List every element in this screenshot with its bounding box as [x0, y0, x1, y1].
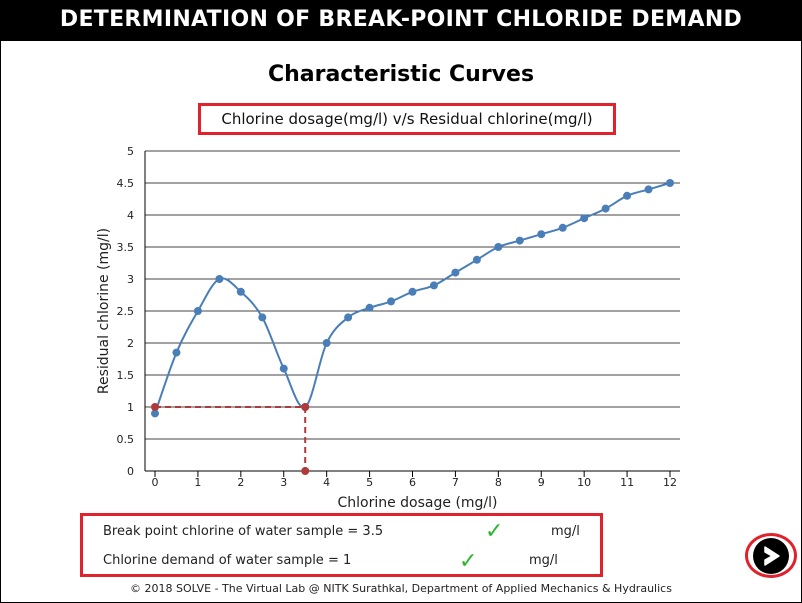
chart-title-box: Chlorine dosage(mg/l) v/s Residual chlor… [198, 103, 616, 135]
data-point [236, 287, 245, 296]
x-tick-label: 1 [194, 476, 201, 489]
page-title: Characteristic Curves [267, 62, 535, 87]
y-tick-label: 5 [127, 145, 134, 158]
results-box: Break point chlorine of water sample = 3… [80, 513, 603, 577]
chart-title: Chlorine dosage(mg/l) v/s Residual chlor… [221, 110, 593, 128]
break-point-result: Break point chlorine of water sample = 3… [103, 524, 384, 539]
breakpoint-y-marker [151, 403, 159, 411]
y-tick-label: 0 [127, 465, 134, 478]
x-tick-label: 11 [620, 476, 634, 489]
data-point [322, 339, 331, 347]
x-tick-label: 0 [152, 476, 159, 489]
x-tick-label: 9 [538, 476, 545, 489]
y-tick-label: 4 [127, 209, 134, 222]
y-tick-label: 3 [127, 273, 134, 286]
breakpoint-x-marker [301, 467, 310, 475]
data-point [429, 281, 438, 290]
x-tick-label: 2 [237, 476, 244, 489]
break-point-check-icon: ✓ [485, 519, 504, 544]
data-point [387, 297, 396, 306]
data-point [365, 303, 374, 312]
data-point [279, 364, 288, 373]
y-tick-label: 0.5 [117, 433, 135, 446]
data-point [193, 307, 202, 315]
y-axis-label: Residual chlorine (mg/l) [96, 228, 112, 394]
data-point [151, 409, 159, 418]
data-point [623, 191, 632, 200]
data-point [666, 179, 674, 187]
data-point [408, 287, 417, 296]
x-tick-label: 7 [452, 476, 459, 489]
data-point [258, 313, 267, 322]
chlorine-demand-check-icon: ✓ [459, 549, 478, 574]
data-point [644, 185, 653, 194]
breakpoint-marker [301, 403, 310, 411]
x-tick-label: 4 [323, 476, 330, 489]
footer-credit: © 2018 SOLVE - The Virtual Lab @ NITK Su… [130, 582, 672, 595]
y-tick-label: 3.5 [117, 241, 135, 254]
chlorine-demand-result: Chlorine demand of water sample = 1 [103, 553, 352, 568]
data-point [494, 243, 503, 251]
data-point [537, 230, 546, 239]
break-point-unit: mg/l [551, 524, 580, 539]
x-tick-label: 6 [409, 476, 416, 489]
y-tick-label: 4.5 [117, 177, 135, 190]
data-point [580, 214, 589, 223]
data-point [451, 268, 460, 277]
y-tick-label: 1 [127, 401, 134, 414]
x-tick-label: 10 [577, 476, 591, 489]
x-tick-label: 5 [366, 476, 373, 489]
data-point [601, 204, 610, 213]
data-point [215, 275, 224, 283]
y-tick-label: 2.5 [117, 305, 135, 318]
x-tick-label: 12 [663, 476, 677, 489]
x-tick-label: 8 [495, 476, 502, 489]
data-point [558, 223, 567, 232]
y-tick-label: 1.5 [117, 369, 135, 382]
chlorine-demand-unit: mg/l [529, 553, 558, 568]
y-tick-label: 2 [127, 337, 134, 350]
data-point [344, 313, 353, 322]
series-line [154, 182, 671, 414]
data-point [472, 255, 481, 264]
banner-title: DETERMINATION OF BREAK-POINT CHLORIDE DE… [0, 0, 802, 41]
next-arrow-icon [753, 537, 789, 574]
x-axis-label: Chlorine dosage (mg/l) [337, 495, 497, 511]
x-tick-label: 3 [280, 476, 287, 489]
next-button[interactable] [745, 533, 797, 578]
data-point [172, 348, 181, 357]
data-point [515, 236, 524, 245]
